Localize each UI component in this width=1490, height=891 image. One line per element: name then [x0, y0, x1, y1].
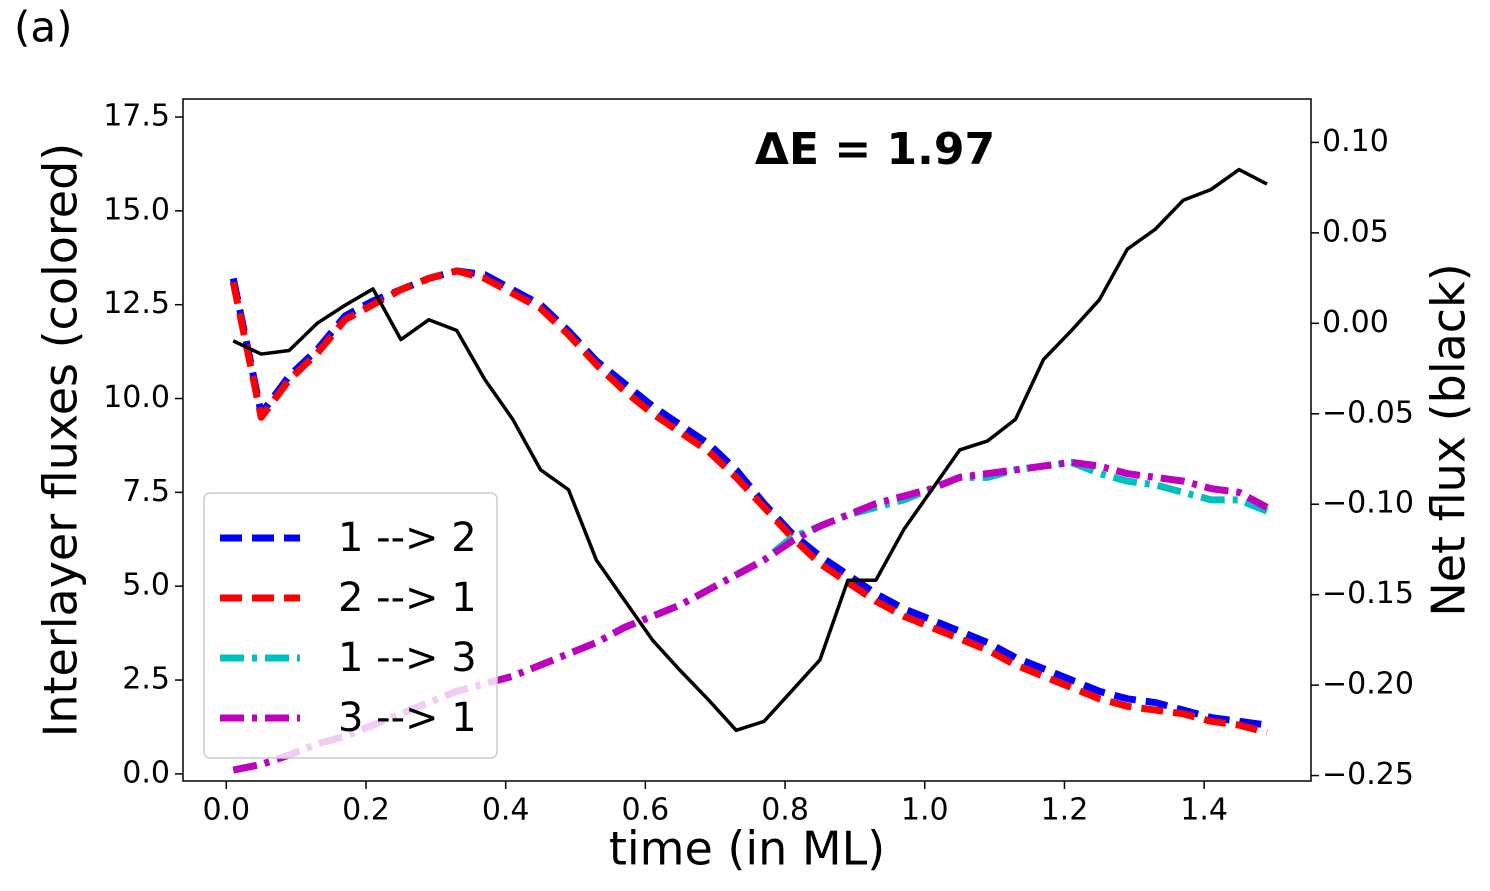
series-line — [232, 167, 1268, 733]
legend-label: 2 --> 1 — [338, 575, 477, 621]
x-tick-label: 0.4 — [482, 793, 530, 828]
y2-tick-label: 0.00 — [1322, 305, 1389, 340]
panel-label: (a) — [14, 3, 73, 52]
y2-tick-label: −0.25 — [1322, 757, 1414, 792]
annotation: ΔE = 1.97 — [755, 124, 995, 175]
legend-label: 1 --> 3 — [338, 635, 477, 681]
y2-tick-label: −0.10 — [1322, 486, 1414, 521]
y-tick-label: 15.0 — [103, 192, 170, 227]
series-line — [229, 267, 1268, 736]
y2-tick-label: 0.10 — [1322, 124, 1389, 159]
y-tick-label: 2.5 — [122, 662, 170, 697]
x-tick-label: 0.2 — [342, 793, 390, 828]
y2-tick-label: −0.20 — [1322, 667, 1414, 702]
y2-tick-label: 0.05 — [1322, 214, 1389, 249]
y-tick-label: 12.5 — [103, 286, 170, 321]
y2-axis-label: Net flux (black) — [1422, 263, 1476, 616]
y-tick-label: 5.0 — [122, 568, 170, 603]
y2-tick-label: −0.15 — [1322, 576, 1414, 611]
y-tick-label: 7.5 — [122, 474, 170, 509]
x-axis-label: time (in ML) — [609, 822, 885, 876]
plot-frame — [182, 98, 1312, 782]
legend-label: 3 --> 1 — [338, 695, 477, 741]
x-tick-label: 1.0 — [901, 793, 949, 828]
y2-tick-label: −0.05 — [1322, 395, 1414, 430]
y-tick-label: 17.5 — [103, 99, 170, 134]
y-tick-label: 0.0 — [122, 755, 170, 790]
x-tick-label: 0.0 — [202, 793, 250, 828]
y-axis-label: Interlayer fluxes (colored) — [34, 143, 88, 737]
legend-box — [203, 492, 498, 759]
x-tick-label: 0.6 — [622, 793, 670, 828]
x-tick-label: 1.2 — [1041, 793, 1089, 828]
y-tick-label: 10.0 — [103, 380, 170, 415]
x-tick-label: 1.4 — [1180, 793, 1228, 828]
legend-label: 1 --> 2 — [338, 515, 477, 561]
x-tick-label: 0.8 — [761, 793, 809, 828]
